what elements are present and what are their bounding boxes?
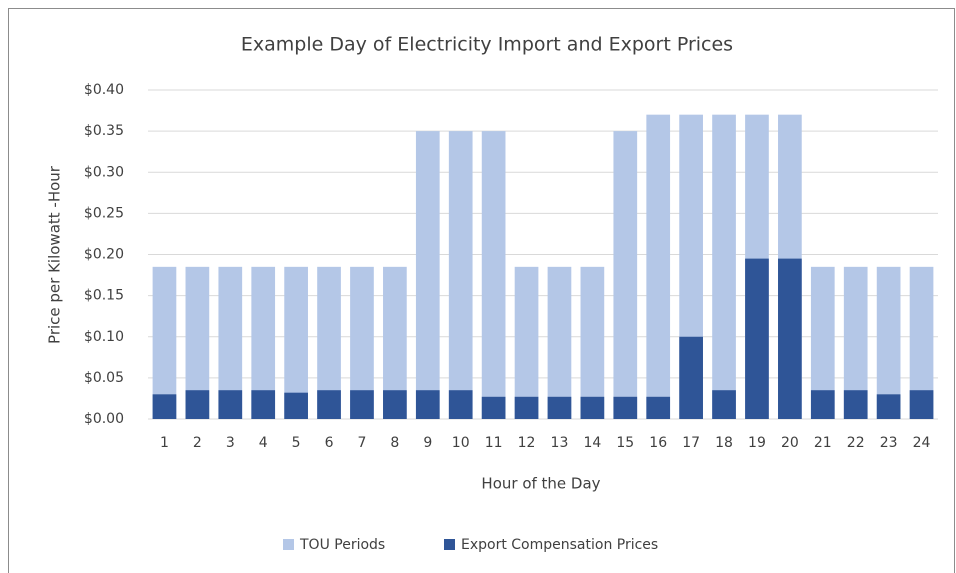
x-axis-title: Hour of the Day: [481, 475, 600, 493]
bar: [317, 266, 341, 419]
y-tick-label: $0.15: [84, 288, 124, 304]
legend-swatch: [444, 539, 455, 550]
bar: [514, 266, 539, 419]
bar: [778, 258, 802, 419]
bar: [284, 266, 308, 419]
bar: [448, 390, 473, 419]
bar: [547, 396, 572, 419]
bar: [251, 390, 276, 419]
x-tick-label: 18: [715, 435, 733, 451]
x-tick-label: 3: [226, 435, 235, 451]
y-axis-title: Price per Kilowatt -Hour: [46, 165, 64, 344]
chart-title: Example Day of Electricity Import and Ex…: [241, 34, 733, 56]
y-tick-label: $0.20: [84, 247, 124, 263]
bar: [185, 390, 210, 419]
bar: [383, 266, 407, 419]
x-tick-label: 24: [913, 435, 931, 451]
x-tick-label: 15: [616, 435, 634, 451]
x-tick-label: 11: [485, 435, 503, 451]
bar: [481, 396, 506, 419]
bar: [909, 266, 934, 419]
bar: [251, 266, 276, 419]
x-tick-label: 19: [748, 435, 766, 451]
bar: [876, 266, 901, 419]
y-tick-label: $0.35: [84, 123, 124, 139]
bar: [185, 266, 210, 419]
bar: [350, 390, 374, 419]
x-tick-label: 6: [325, 435, 334, 451]
bar: [152, 266, 177, 419]
x-tick-label: 9: [423, 435, 432, 451]
bar: [712, 114, 736, 420]
bar: [712, 390, 736, 419]
bar: [909, 390, 934, 419]
x-tick-label: 10: [452, 435, 470, 451]
x-tick-label: 8: [390, 435, 399, 451]
bar: [580, 266, 605, 419]
legend-label: Export Compensation Prices: [461, 537, 658, 553]
bar: [218, 266, 243, 419]
legend-swatch: [283, 539, 294, 550]
bar: [383, 390, 407, 419]
bar: [415, 131, 440, 419]
bar: [350, 266, 374, 419]
bar: [613, 131, 638, 419]
y-tick-label: $0.30: [84, 164, 124, 180]
bar: [745, 258, 769, 419]
bar: [843, 266, 868, 419]
y-tick-label: $0.40: [84, 82, 124, 98]
bar: [284, 392, 308, 419]
x-tick-label: 20: [781, 435, 799, 451]
bar: [876, 394, 901, 419]
x-tick-label: 16: [649, 435, 667, 451]
y-tick-label: $0.10: [84, 329, 124, 345]
x-tick-label: 23: [880, 435, 898, 451]
x-tick-label: 12: [518, 435, 536, 451]
bar: [580, 396, 605, 419]
x-tick-label: 22: [847, 435, 865, 451]
bar: [679, 336, 703, 419]
bar: [547, 266, 572, 419]
bar: [415, 390, 440, 419]
bar: [317, 390, 341, 419]
bar: [646, 396, 671, 419]
y-tick-label: $0.25: [84, 205, 124, 221]
bar: [218, 390, 243, 419]
bar: [810, 266, 835, 419]
bar: [613, 396, 638, 419]
x-tick-label: 1: [160, 435, 169, 451]
x-tick-label: 2: [193, 435, 202, 451]
bar: [481, 131, 506, 419]
bar: [843, 390, 868, 419]
bar: [448, 131, 473, 419]
x-tick-label: 17: [682, 435, 700, 451]
x-tick-label: 21: [814, 435, 832, 451]
bar: [646, 114, 671, 420]
y-tick-label: $0.05: [84, 370, 124, 386]
x-tick-label: 14: [583, 435, 601, 451]
x-tick-label: 5: [292, 435, 301, 451]
x-tick-label: 7: [357, 435, 366, 451]
x-tick-label: 13: [551, 435, 569, 451]
legend-label: TOU Periods: [299, 537, 385, 553]
bar: [514, 396, 539, 419]
y-tick-label: $0.00: [84, 411, 124, 427]
bar: [810, 390, 835, 419]
x-tick-label: 4: [259, 435, 268, 451]
bar: [152, 394, 177, 419]
